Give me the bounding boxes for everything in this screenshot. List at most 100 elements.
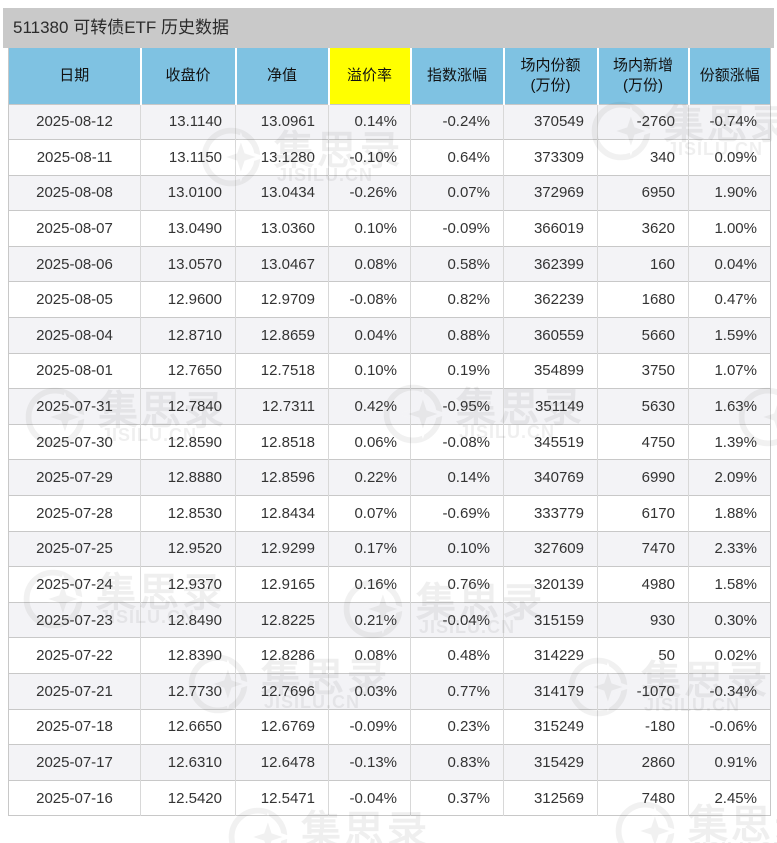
cell-premium: -0.08% (328, 281, 411, 318)
table-row: 2025-08-04 12.8710 12.8659 0.04% 0.88% 360559… (8, 317, 771, 354)
cell-premium: 0.22% (328, 459, 411, 496)
cell-nav: 13.0360 (235, 210, 329, 247)
col-close-label: 收盘价 (165, 66, 211, 84)
cell-share-change: 1.90% (688, 174, 771, 211)
cell-share-change: 0.30% (688, 601, 771, 638)
cell-close: 12.6310 (140, 744, 236, 781)
cell-close: 12.8710 (140, 317, 236, 354)
cell-nav: 12.9165 (235, 566, 329, 603)
cell-date: 2025-08-05 (8, 281, 141, 318)
table-row: 2025-08-11 13.1150 13.1280 -0.10% 0.64% 37330… (8, 139, 771, 176)
cell-nav: 13.1280 (235, 139, 329, 176)
cell-premium: -0.04% (328, 779, 411, 816)
cell-nav: 13.0434 (235, 174, 329, 211)
cell-premium: 0.42% (328, 388, 411, 425)
cell-close: 13.0100 (140, 174, 236, 211)
cell-share-change: 1.00% (688, 210, 771, 247)
cell-share-change: 0.02% (688, 637, 771, 674)
table-row: 2025-07-30 12.8590 12.8518 0.06% -0.08% 34551… (8, 423, 771, 460)
cell-shares-added: 2860 (597, 744, 689, 781)
cell-index-change: -0.08% (410, 423, 504, 460)
col-nav-label: 净值 (266, 66, 297, 84)
cell-premium: 0.10% (328, 352, 411, 389)
cell-shares: 370549 (503, 104, 598, 140)
cell-premium: 0.04% (328, 317, 411, 354)
cell-close: 13.0570 (140, 245, 236, 282)
col-shares-added-label: 场内新增 (612, 56, 673, 74)
cell-close: 13.1140 (140, 104, 236, 140)
table-header: 日期 收盘价 净值 溢价率 指数涨幅 场内份额 (万份) 场内新增 (万份) 份额涨… (8, 48, 771, 105)
cell-date: 2025-07-28 (8, 495, 141, 532)
cell-nav: 12.8225 (235, 601, 329, 638)
col-date: 日期 (8, 48, 141, 105)
cell-shares: 351149 (503, 388, 598, 425)
cell-premium: -0.26% (328, 174, 411, 211)
cell-close: 13.1150 (140, 139, 236, 176)
col-close: 收盘价 (139, 48, 236, 105)
cell-index-change: -0.95% (410, 388, 504, 425)
cell-index-change: 0.76% (410, 566, 504, 603)
cell-shares-added: -180 (597, 708, 689, 745)
cell-index-change: 0.14% (410, 459, 504, 496)
cell-date: 2025-07-24 (8, 566, 141, 603)
cell-nav: 12.5471 (235, 779, 329, 816)
table-row: 2025-07-24 12.9370 12.9165 0.16% 0.76% 320139… (8, 566, 771, 603)
cell-premium: 0.08% (328, 245, 411, 282)
cell-close: 12.8530 (140, 495, 236, 532)
cell-nav: 12.7311 (235, 388, 329, 425)
table-row: 2025-07-23 12.8490 12.8225 0.21% -0.04% 31515… (8, 601, 771, 638)
cell-date: 2025-07-16 (8, 779, 141, 816)
cell-index-change: 0.77% (410, 673, 504, 710)
cell-share-change: -0.06% (688, 708, 771, 745)
cell-date: 2025-08-07 (8, 210, 141, 247)
cell-premium: 0.06% (328, 423, 411, 460)
cell-index-change: 0.48% (410, 637, 504, 674)
cell-shares-added: 340 (597, 139, 689, 176)
cell-shares: 315249 (503, 708, 598, 745)
cell-shares: 340769 (503, 459, 598, 496)
cell-date: 2025-08-04 (8, 317, 141, 354)
cell-shares-added: 7480 (597, 779, 689, 816)
cell-premium: 0.10% (328, 210, 411, 247)
cell-shares: 327609 (503, 530, 598, 567)
cell-shares-added: 3750 (597, 352, 689, 389)
cell-nav: 13.0467 (235, 245, 329, 282)
cell-index-change: 0.07% (410, 174, 504, 211)
cell-shares-added: 6950 (597, 174, 689, 211)
table-row: 2025-08-08 13.0100 13.0434 -0.26% 0.07% 37296… (8, 174, 771, 211)
cell-premium: 0.07% (328, 495, 411, 532)
cell-shares-added: 5630 (597, 388, 689, 425)
cell-date: 2025-07-21 (8, 673, 141, 710)
cell-index-change: 0.23% (410, 708, 504, 745)
table-row: 2025-08-07 13.0490 13.0360 0.10% -0.09% 36601… (8, 210, 771, 247)
cell-shares: 373309 (503, 139, 598, 176)
cell-premium: 0.17% (328, 530, 411, 567)
cell-close: 12.7730 (140, 673, 236, 710)
cell-date: 2025-08-12 (8, 104, 141, 140)
cell-shares: 362399 (503, 245, 598, 282)
table-row: 2025-07-31 12.7840 12.7311 0.42% -0.95% 35114… (8, 388, 771, 425)
col-shares-label: 场内份额 (520, 56, 581, 74)
col-shares-added: 场内新增 (万份) (596, 48, 689, 105)
cell-date: 2025-08-11 (8, 139, 141, 176)
col-shares-unit: (万份) (530, 76, 571, 94)
cell-share-change: 0.47% (688, 281, 771, 318)
cell-index-change: 0.88% (410, 317, 504, 354)
cell-close: 13.0490 (140, 210, 236, 247)
cell-nav: 12.6478 (235, 744, 329, 781)
col-index-change: 指数涨幅 (409, 48, 504, 105)
cell-shares-added: 4980 (597, 566, 689, 603)
table-row: 2025-07-21 12.7730 12.7696 0.03% 0.77% 314179… (8, 673, 771, 710)
header-row: 日期 收盘价 净值 溢价率 指数涨幅 场内份额 (万份) 场内新增 (万份) 份额涨… (8, 48, 771, 105)
cell-nav: 12.7696 (235, 673, 329, 710)
cell-shares: 315159 (503, 601, 598, 638)
cell-close: 12.6650 (140, 708, 236, 745)
cell-premium: 0.16% (328, 566, 411, 603)
cell-date: 2025-07-25 (8, 530, 141, 567)
cell-nav: 12.8659 (235, 317, 329, 354)
cell-share-change: -0.74% (688, 104, 771, 140)
cell-index-change: -0.09% (410, 210, 504, 247)
cell-shares: 314179 (503, 673, 598, 710)
cell-nav: 12.6769 (235, 708, 329, 745)
cell-close: 12.8390 (140, 637, 236, 674)
